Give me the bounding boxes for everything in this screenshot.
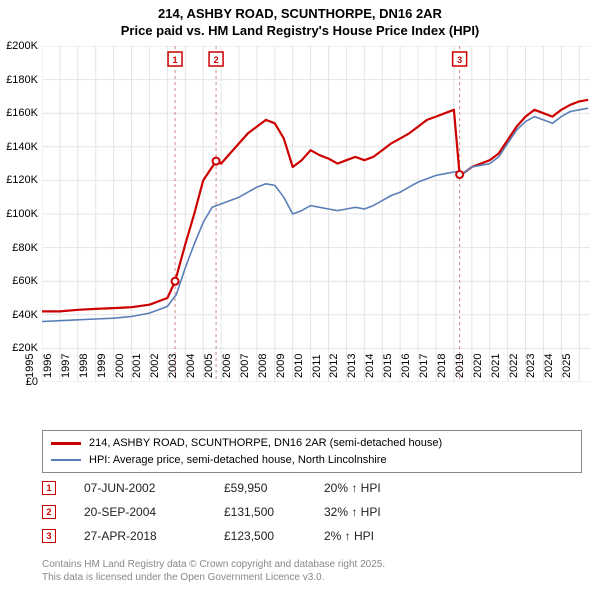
- x-tick-label: 2000: [114, 354, 126, 382]
- event-marker: 3: [42, 529, 56, 543]
- x-tick-label: 2021: [490, 354, 502, 382]
- title-line1: 214, ASHBY ROAD, SCUNTHORPE, DN16 2AR: [0, 6, 600, 23]
- chart-area: 123 £0£20K£40K£60K£80K£100K£120K£140K£16…: [42, 46, 590, 382]
- x-tick-label: 1997: [60, 354, 72, 382]
- x-tick-label: 2015: [382, 354, 394, 382]
- x-tick-label: 2002: [149, 354, 161, 382]
- legend: 214, ASHBY ROAD, SCUNTHORPE, DN16 2AR (s…: [42, 430, 582, 473]
- y-tick-label: £40K: [12, 309, 42, 321]
- x-tick-label: 1995: [24, 354, 36, 382]
- legend-item: 214, ASHBY ROAD, SCUNTHORPE, DN16 2AR (s…: [51, 435, 573, 452]
- footer-line2: This data is licensed under the Open Gov…: [42, 571, 385, 584]
- x-tick-label: 2025: [561, 354, 573, 382]
- x-tick-label: 2005: [203, 354, 215, 382]
- x-tick-label: 2007: [239, 354, 251, 382]
- x-tick-label: 2006: [221, 354, 233, 382]
- event-marker: 1: [42, 481, 56, 495]
- event-row: 2 20-SEP-2004£131,50032% ↑ HPI: [42, 500, 424, 524]
- x-tick-label: 2022: [508, 354, 520, 382]
- y-tick-label: £160K: [6, 107, 42, 119]
- x-tick-label: 2011: [311, 354, 323, 382]
- legend-item: HPI: Average price, semi-detached house,…: [51, 452, 573, 469]
- event-marker: 2: [42, 505, 56, 519]
- y-tick-label: £120K: [6, 174, 42, 186]
- event-delta: 20% ↑ HPI: [324, 481, 424, 495]
- x-tick-label: 2012: [328, 354, 340, 382]
- event-date: 20-SEP-2004: [84, 505, 224, 519]
- legend-swatch: [51, 442, 81, 445]
- svg-text:2: 2: [214, 55, 219, 65]
- title-line2: Price paid vs. HM Land Registry's House …: [0, 23, 600, 40]
- event-delta: 32% ↑ HPI: [324, 505, 424, 519]
- y-tick-label: £60K: [12, 275, 42, 287]
- x-tick-label: 2009: [275, 354, 287, 382]
- x-tick-label: 2016: [400, 354, 412, 382]
- x-tick-label: 2019: [454, 354, 466, 382]
- x-tick-label: 2020: [472, 354, 484, 382]
- event-date: 07-JUN-2002: [84, 481, 224, 495]
- event-price: £59,950: [224, 481, 324, 495]
- y-tick-label: £180K: [6, 74, 42, 86]
- svg-text:1: 1: [173, 55, 178, 65]
- plot-svg: 1 2 3: [42, 46, 590, 382]
- svg-text:3: 3: [457, 55, 462, 65]
- footer-attribution: Contains HM Land Registry data © Crown c…: [42, 558, 385, 584]
- event-row: 1 07-JUN-2002£59,95020% ↑ HPI: [42, 476, 424, 500]
- legend-label: 214, ASHBY ROAD, SCUNTHORPE, DN16 2AR (s…: [89, 435, 442, 452]
- y-tick-label: £200K: [6, 40, 42, 52]
- events-table: 1 07-JUN-2002£59,95020% ↑ HPI 2 20-SEP-2004…: [42, 476, 424, 548]
- y-tick-label: £100K: [6, 208, 42, 220]
- x-tick-label: 2004: [185, 354, 197, 382]
- x-tick-label: 2018: [436, 354, 448, 382]
- event-row: 3 27-APR-2018£123,5002% ↑ HPI: [42, 524, 424, 548]
- event-delta: 2% ↑ HPI: [324, 529, 424, 543]
- x-tick-label: 2024: [543, 354, 555, 382]
- x-tick-label: 1999: [96, 354, 108, 382]
- x-tick-label: 2001: [131, 354, 143, 382]
- x-tick-label: 2023: [525, 354, 537, 382]
- event-price: £131,500: [224, 505, 324, 519]
- x-tick-label: 2010: [293, 354, 305, 382]
- event-price: £123,500: [224, 529, 324, 543]
- footer-line1: Contains HM Land Registry data © Crown c…: [42, 558, 385, 571]
- x-tick-label: 2008: [257, 354, 269, 382]
- x-tick-label: 2014: [364, 354, 376, 382]
- y-tick-label: £80K: [12, 242, 42, 254]
- x-tick-label: 1998: [78, 354, 90, 382]
- title-block: 214, ASHBY ROAD, SCUNTHORPE, DN16 2AR Pr…: [0, 0, 600, 40]
- x-tick-label: 1996: [42, 354, 54, 382]
- x-tick-label: 2003: [167, 354, 179, 382]
- event-date: 27-APR-2018: [84, 529, 224, 543]
- x-tick-label: 2013: [346, 354, 358, 382]
- chart-container: 214, ASHBY ROAD, SCUNTHORPE, DN16 2AR Pr…: [0, 0, 600, 590]
- legend-swatch: [51, 459, 81, 461]
- y-tick-label: £140K: [6, 141, 42, 153]
- x-tick-label: 2017: [418, 354, 430, 382]
- legend-label: HPI: Average price, semi-detached house,…: [89, 452, 387, 469]
